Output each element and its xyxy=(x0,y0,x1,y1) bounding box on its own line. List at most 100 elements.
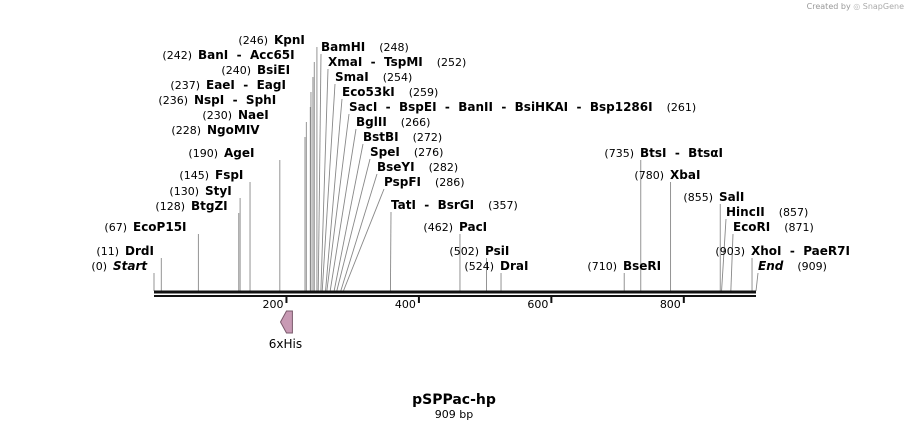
restriction-site[interactable]: BglII (266) xyxy=(356,115,430,129)
restriction-site[interactable]: XmaI - TspMI (252) xyxy=(328,55,466,69)
restriction-site[interactable]: End (909) xyxy=(758,259,827,273)
site-name: AgeI xyxy=(224,146,254,160)
site-name: BanI - Acc65I xyxy=(198,48,295,62)
site-position: (357) xyxy=(488,199,518,212)
restriction-site[interactable]: DraI (524) xyxy=(464,259,528,273)
site-leader-line xyxy=(317,53,322,292)
site-position: (248) xyxy=(379,41,409,54)
site-name: EcoRI xyxy=(733,220,770,234)
site-leader-line xyxy=(336,158,371,292)
site-name: BamHI xyxy=(321,40,365,54)
restriction-site[interactable]: XbaI (780) xyxy=(634,168,700,182)
site-position: (237) xyxy=(170,79,200,92)
site-position: (735) xyxy=(604,147,634,160)
site-name: HincII xyxy=(726,205,765,219)
site-name: XhoI - PaeR7I xyxy=(751,244,850,258)
site-name: EaeI - EagI xyxy=(206,78,286,92)
site-name: TatI - BsrGI xyxy=(391,198,474,212)
site-position: (230) xyxy=(202,109,232,122)
site-position: (261) xyxy=(667,101,697,114)
restriction-site[interactable]: KpnI (246) xyxy=(238,33,305,47)
restriction-site[interactable]: BtgZI (128) xyxy=(155,199,227,213)
restriction-site[interactable]: SalI (855) xyxy=(683,190,744,204)
site-name: Eco53kI xyxy=(342,85,395,99)
ruler-tick-label: 400 xyxy=(395,298,416,311)
site-position: (246) xyxy=(238,34,268,47)
restriction-site[interactable]: SmaI (254) xyxy=(335,70,412,84)
site-name: BglII xyxy=(356,115,387,129)
site-position: (272) xyxy=(413,131,443,144)
restriction-site[interactable]: SpeI (276) xyxy=(370,145,443,159)
restriction-site[interactable]: AgeI (190) xyxy=(188,146,254,160)
restriction-site[interactable]: PspFI (286) xyxy=(384,175,465,189)
site-leader-line xyxy=(326,113,350,292)
site-position: (128) xyxy=(155,200,185,213)
site-position: (903) xyxy=(715,245,745,258)
restriction-site[interactable]: NaeI (230) xyxy=(202,108,268,122)
site-name: KpnI xyxy=(274,33,305,47)
restriction-site[interactable]: DrdI (11) xyxy=(96,244,154,258)
site-name: NaeI xyxy=(238,108,269,122)
site-position: (11) xyxy=(96,245,119,258)
site-position: (67) xyxy=(104,221,127,234)
site-leader-line xyxy=(325,98,343,292)
site-leader-lines xyxy=(153,47,759,292)
site-name: BstBI xyxy=(363,130,399,144)
site-position: (242) xyxy=(162,49,192,62)
restriction-site[interactable]: FspI (145) xyxy=(179,168,243,182)
dna-backbone xyxy=(154,290,756,297)
credit-prefix: Created by xyxy=(806,2,851,11)
restriction-site[interactable]: BseYI (282) xyxy=(377,160,458,174)
site-name: BseYI xyxy=(377,160,415,174)
site-name: NspI - SphI xyxy=(194,93,276,107)
restriction-site[interactable]: NgoMIV (228) xyxy=(171,123,260,137)
site-leader-line xyxy=(321,83,336,292)
restriction-site[interactable]: BsiEI (240) xyxy=(221,63,290,77)
restriction-site[interactable]: BstBI (272) xyxy=(363,130,442,144)
map-title: pSPPac-hp xyxy=(412,392,496,408)
restriction-site[interactable]: HincII (857) xyxy=(726,205,808,219)
restriction-site[interactable]: Eco53kI (259) xyxy=(342,85,438,99)
site-name: FspI xyxy=(215,168,243,182)
snapgene-credit: Created by ◎ SnapGene xyxy=(807,2,904,11)
restriction-site[interactable]: BseRI (710) xyxy=(587,259,661,273)
site-position: (909) xyxy=(797,260,827,273)
site-position: (145) xyxy=(179,169,209,182)
site-name: Start xyxy=(113,259,148,273)
6xhis-feature-arrow[interactable] xyxy=(279,310,293,334)
restriction-site[interactable]: EcoRI (871) xyxy=(733,220,814,234)
credit-brand: SnapGene xyxy=(862,2,904,11)
restriction-site[interactable]: TatI - BsrGI (357) xyxy=(391,198,518,212)
site-name: SpeI xyxy=(370,145,400,159)
site-name: DrdI xyxy=(125,244,154,258)
site-position: (276) xyxy=(414,146,444,159)
restriction-site[interactable]: EcoP15I (67) xyxy=(104,220,186,234)
restriction-site[interactable]: XhoI - PaeR7I (903) xyxy=(715,244,850,258)
restriction-site[interactable]: EaeI - EagI (237) xyxy=(170,78,286,92)
restriction-site[interactable]: BamHI (248) xyxy=(321,40,409,54)
site-position: (502) xyxy=(449,245,479,258)
site-name: SalI xyxy=(719,190,744,204)
site-leader-line xyxy=(320,68,329,292)
restriction-site[interactable]: BanI - Acc65I (242) xyxy=(162,48,294,62)
site-labels: Start (0) DrdI (11) EcoP15I (67) BtgZI (128) Sty… xyxy=(91,33,850,273)
site-name: SmaI xyxy=(335,70,369,84)
restriction-site[interactable]: StyI (130) xyxy=(169,184,231,198)
site-leader-line xyxy=(342,188,385,292)
restriction-site[interactable]: PsiI (502) xyxy=(449,244,509,258)
restriction-site[interactable]: NspI - SphI (236) xyxy=(158,93,276,107)
site-name: SacI - BspEI - BanII - BsiHKAI - Bsp1286… xyxy=(349,100,653,114)
site-leader-line xyxy=(389,211,392,292)
restriction-site[interactable]: PacI (462) xyxy=(423,220,487,234)
ruler: 200 400 600 800 xyxy=(262,296,685,311)
ruler-tick-label: 200 xyxy=(262,298,283,311)
site-name: BseRI xyxy=(623,259,661,273)
feature-label: 6xHis xyxy=(269,337,302,351)
site-position: (254) xyxy=(383,71,413,84)
restriction-site[interactable]: BtsI - BtsαI (735) xyxy=(604,146,723,160)
site-position: (710) xyxy=(587,260,617,273)
restriction-site[interactable]: SacI - BspEI - BanII - BsiHKAI - Bsp1286… xyxy=(349,100,696,114)
restriction-site[interactable]: Start (0) xyxy=(91,259,148,273)
